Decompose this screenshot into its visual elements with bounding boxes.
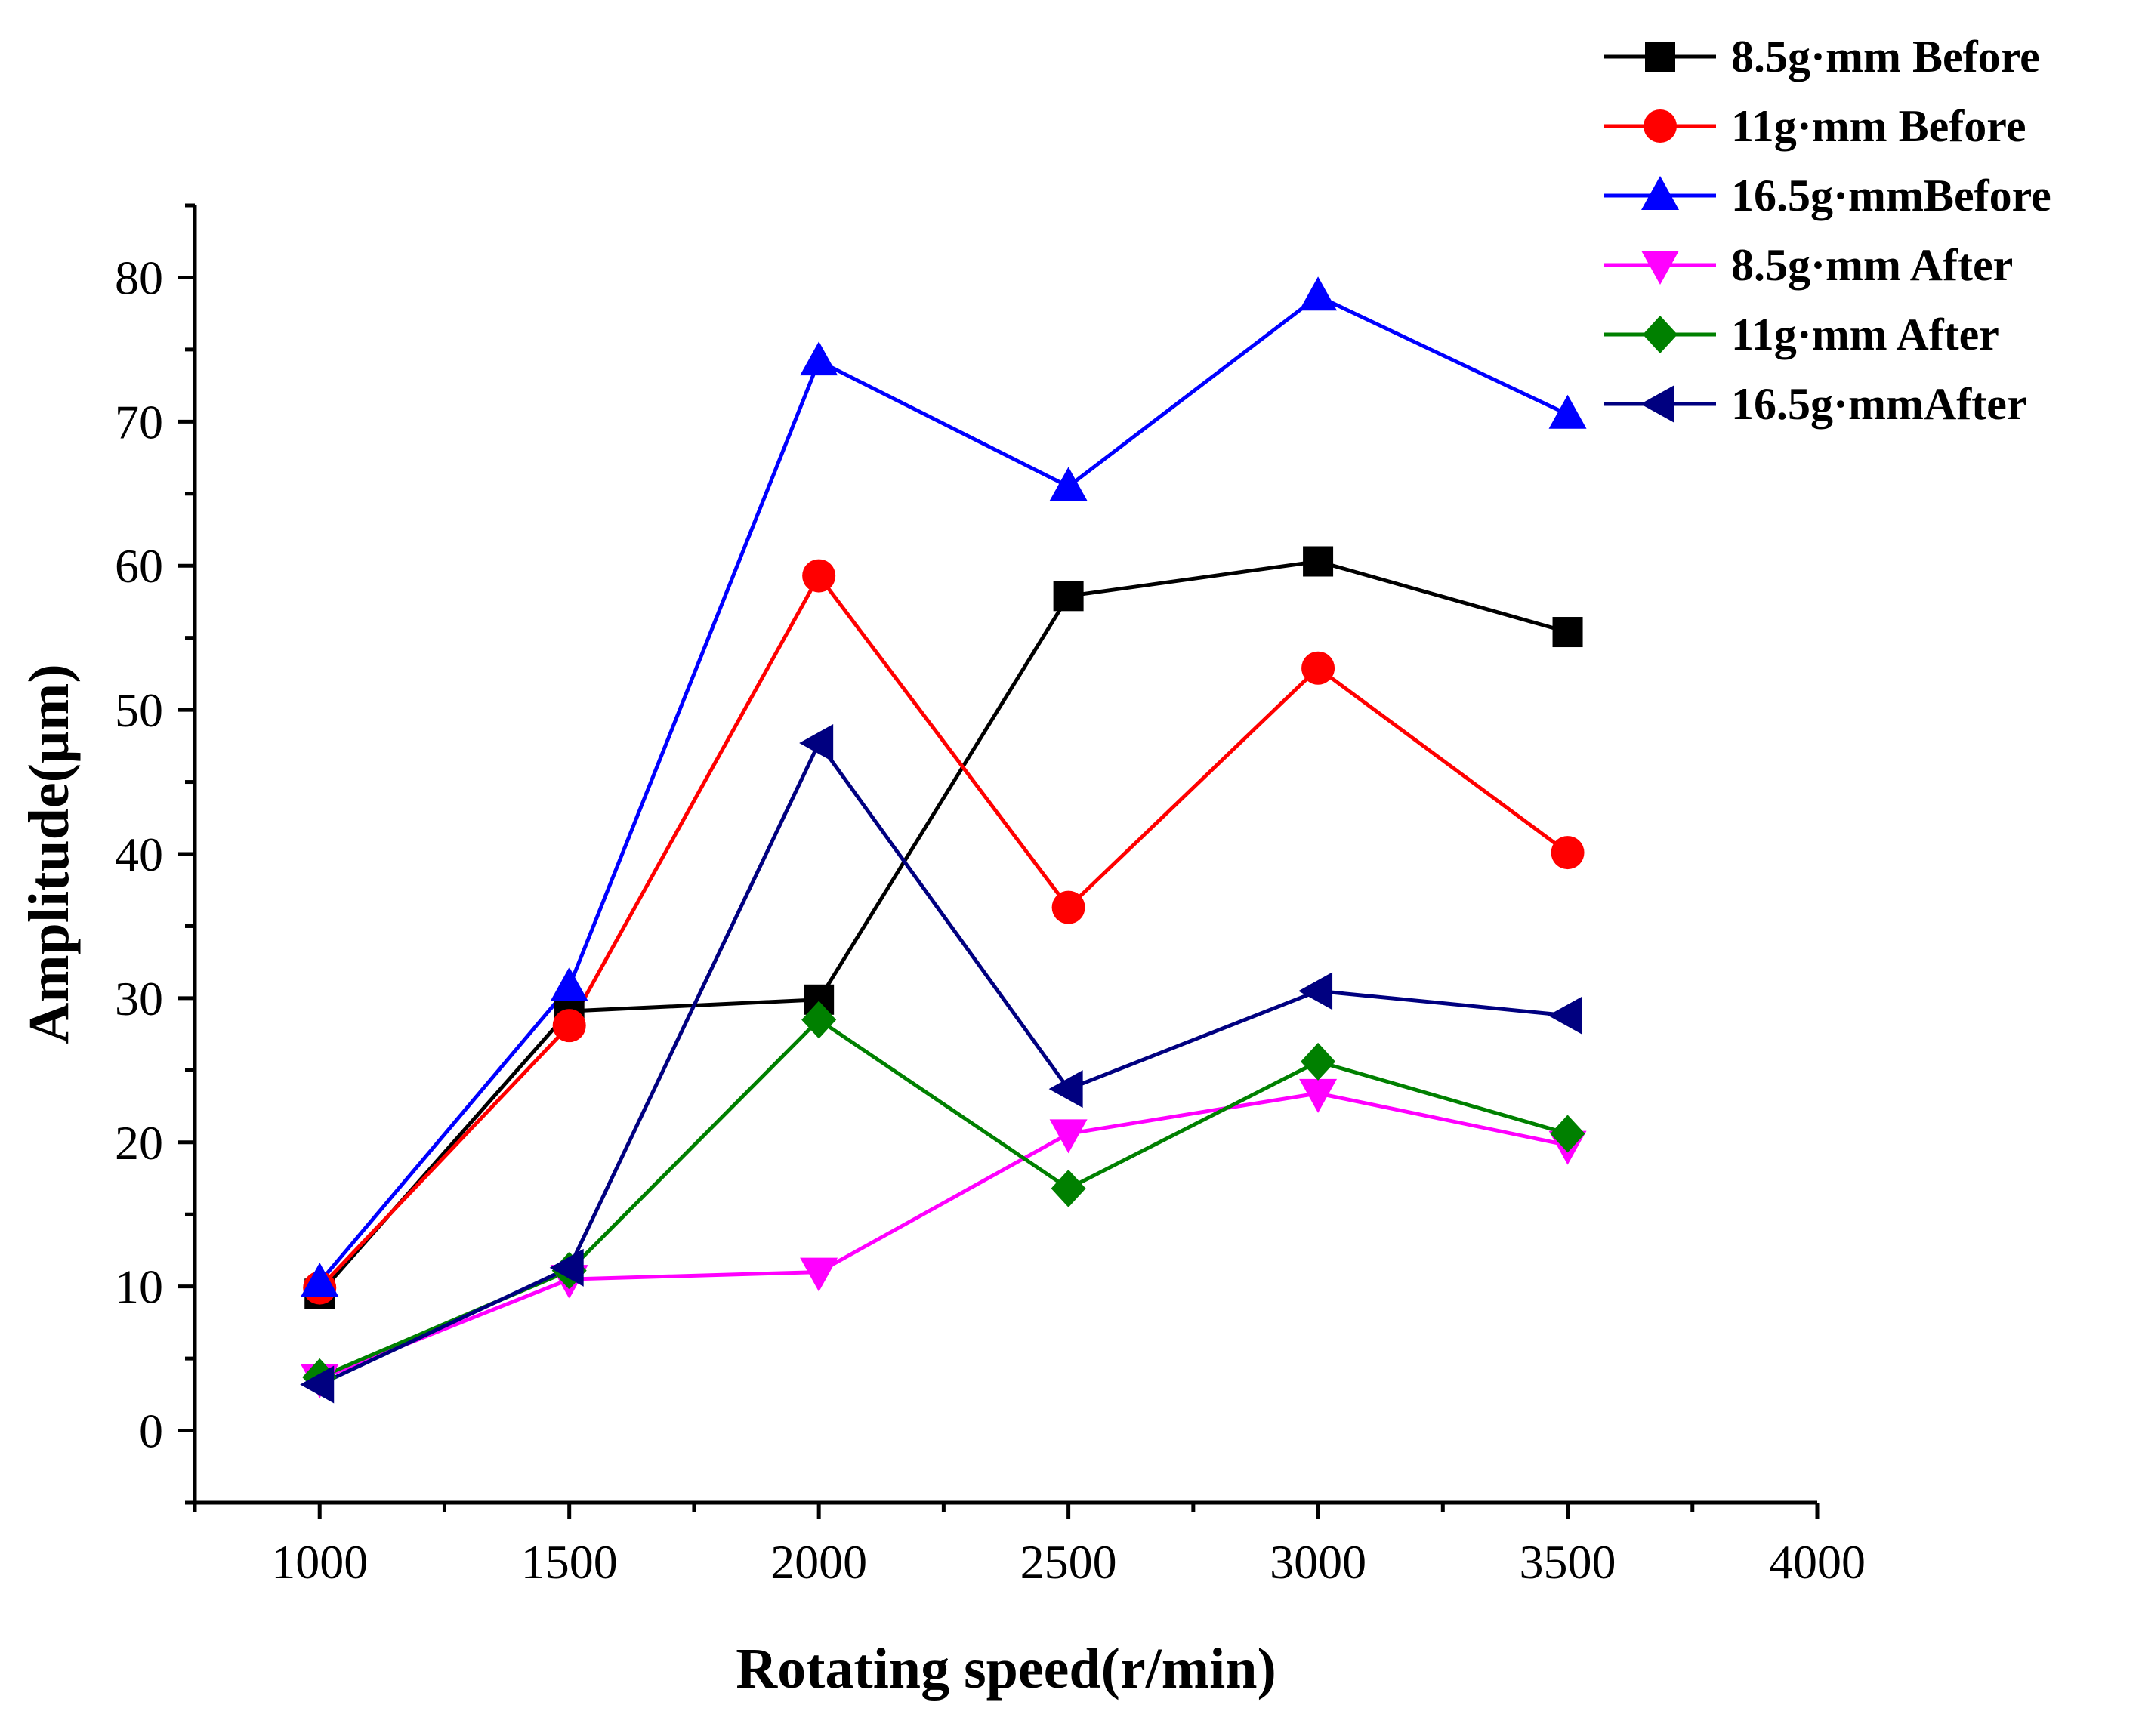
axes: 1000 1500 2000 2500 3000 3500 4000 0 10 20 30 40 50 6… [115, 203, 1866, 1589]
y-tick-label: 50 [115, 683, 163, 737]
series-5-point [801, 1001, 837, 1039]
y-tick-label: 40 [115, 828, 163, 881]
series-2-point [1301, 651, 1335, 685]
x-axis-title: Rotating speed(r/min) [736, 1637, 1276, 1701]
series-4-point [1049, 1119, 1088, 1154]
series-markers [300, 276, 1587, 1404]
legend-label-2: 11g·mm Before [1731, 101, 2026, 151]
x-tick-label: 1500 [521, 1535, 618, 1589]
legend-label-3: 16.5g·mmBefore [1731, 171, 2051, 220]
x-tick-label: 3500 [1520, 1535, 1616, 1589]
legend-label-6: 16.5g·mmAfter [1731, 379, 2027, 429]
legend-label-5: 11g·mm After [1731, 310, 1999, 359]
series-6-point [300, 1365, 335, 1404]
series-3-point [1049, 467, 1088, 501]
series-line-4 [319, 1091, 1569, 1381]
y-tick-label: 20 [115, 1116, 163, 1170]
series-line-2 [318, 574, 1570, 1290]
series-2-point [1051, 890, 1085, 924]
legend-marker-4 [1641, 251, 1679, 285]
legend-marker-2 [1644, 109, 1677, 143]
series-4-point [800, 1257, 838, 1292]
series-6-point [549, 1248, 584, 1287]
series-line-6 [319, 741, 1568, 1386]
series-3-point [301, 1262, 339, 1297]
series-2-point [1551, 836, 1585, 870]
legend-marker-6 [1641, 385, 1674, 423]
legend-marker-3 [1641, 176, 1679, 210]
series-line-1 [318, 559, 1569, 1295]
series-6-point [1048, 1070, 1083, 1109]
series-2-point [552, 1009, 586, 1043]
series-2-point [802, 559, 836, 593]
legend-marker-5 [1643, 316, 1678, 353]
series-5-point [1550, 1115, 1585, 1153]
series-1-point [1552, 617, 1583, 648]
legend-label-1: 8.5g·mm Before [1731, 32, 2040, 82]
y-tick-label: 10 [115, 1260, 163, 1314]
y-tick-label: 60 [115, 539, 163, 593]
x-tick-label: 2500 [1020, 1535, 1117, 1589]
y-axis-title: Amplitude(μm) [17, 664, 81, 1044]
series-lines [318, 294, 1570, 1386]
series-line-5 [319, 1018, 1569, 1380]
series-3-point [550, 967, 588, 1001]
y-tick-label: 30 [115, 972, 163, 1025]
y-tick-label: 0 [139, 1405, 163, 1458]
y-tick-label: 80 [115, 251, 163, 304]
x-tick-label: 4000 [1769, 1535, 1866, 1589]
y-tick-label: 70 [115, 395, 163, 449]
series-3-point [1299, 276, 1338, 311]
x-tick-label: 3000 [1270, 1535, 1366, 1589]
series-5-point [1301, 1042, 1336, 1081]
series-5-point [1051, 1169, 1086, 1207]
legend: 8.5g·mm Before 11g·mm Before 16.5g·mmBefor… [1604, 32, 2051, 429]
series-6-point [1298, 972, 1333, 1010]
series-6-point [799, 724, 834, 763]
x-tick-label: 2000 [770, 1535, 867, 1589]
series-1-point [1303, 546, 1334, 577]
series-4-point [1299, 1078, 1338, 1113]
x-tick-label: 1000 [271, 1535, 368, 1589]
legend-label-4: 8.5g·mm After [1731, 240, 2013, 290]
series-1-point [1053, 581, 1084, 612]
legend-marker-1 [1645, 42, 1675, 72]
series-line-3 [318, 294, 1569, 1284]
series-6-point [1548, 996, 1582, 1035]
series-3-point [800, 341, 838, 376]
series-3-point [1548, 394, 1587, 429]
